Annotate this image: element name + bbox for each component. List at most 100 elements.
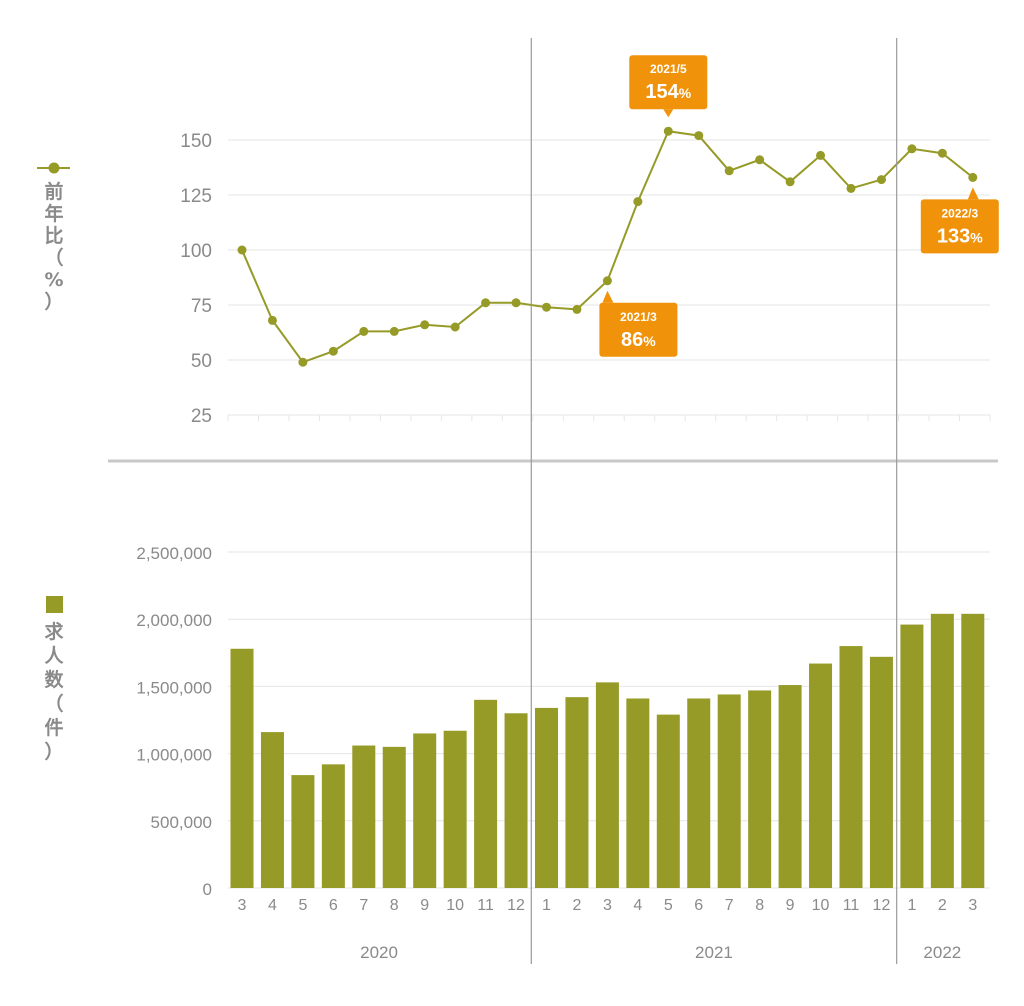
year-label-2020: 2020 bbox=[360, 943, 398, 962]
job-count-bar bbox=[869, 656, 893, 888]
month-tick-label: 3 bbox=[968, 897, 977, 914]
year-label-2021: 2021 bbox=[695, 943, 733, 962]
callout-value: 154% bbox=[645, 81, 691, 103]
bar-ytick-label: 2,500,000 bbox=[136, 544, 212, 563]
line-ytick-label: 125 bbox=[180, 186, 212, 207]
month-tick-label: 9 bbox=[420, 897, 429, 914]
line-ytick-label: 25 bbox=[191, 406, 212, 427]
ratio-point bbox=[328, 346, 338, 356]
ratio-point bbox=[694, 131, 704, 141]
bar-ytick-label: 500,000 bbox=[151, 813, 212, 832]
job-count-bar bbox=[321, 764, 345, 888]
line-ytick-label: 75 bbox=[191, 296, 212, 317]
ratio-point bbox=[846, 183, 856, 193]
ratio-point bbox=[511, 298, 521, 308]
job-count-bar bbox=[443, 730, 467, 888]
month-tick-label: 12 bbox=[507, 897, 525, 914]
callout-date: 2021/5 bbox=[650, 62, 687, 76]
month-tick-label: 4 bbox=[268, 897, 277, 914]
ratio-point bbox=[450, 322, 460, 332]
month-tick-label: 8 bbox=[755, 897, 764, 914]
month-tick-label: 1 bbox=[542, 897, 551, 914]
count-axis-title-char: （ bbox=[44, 692, 63, 715]
month-tick-label: 3 bbox=[603, 897, 612, 914]
callout-2021-3: 2021/3 86% bbox=[599, 290, 678, 357]
line-ytick-label: 50 bbox=[191, 351, 212, 372]
job-count-bar bbox=[230, 648, 254, 888]
ratio-point bbox=[359, 326, 369, 336]
month-tick-label: 6 bbox=[329, 897, 338, 914]
month-tick-label: 7 bbox=[359, 897, 368, 914]
job-count-bar bbox=[626, 698, 650, 888]
year-label-2022: 2022 bbox=[923, 943, 961, 962]
callout-2022-3: 2022/3 133% bbox=[920, 187, 999, 254]
callout-box bbox=[599, 302, 678, 357]
callout-pointer bbox=[967, 187, 979, 200]
job-count-bar bbox=[352, 745, 376, 888]
line-ytick-label: 150 bbox=[180, 131, 212, 152]
count-axis-title-char: 数 bbox=[44, 668, 64, 691]
job-count-bar bbox=[961, 613, 985, 888]
count-legend-marker bbox=[46, 596, 63, 613]
month-tick-label: 10 bbox=[446, 897, 464, 914]
job-count-bar bbox=[687, 698, 711, 888]
month-tick-label: 4 bbox=[633, 897, 642, 914]
job-count-bar bbox=[595, 682, 619, 888]
month-tick-label: 12 bbox=[873, 897, 891, 914]
month-tick-label: 10 bbox=[812, 897, 830, 914]
ratio-axis-title-char: ） bbox=[44, 290, 63, 313]
callout-pointer bbox=[602, 290, 614, 303]
month-tick-label: 11 bbox=[477, 897, 494, 914]
callout-date: 2021/3 bbox=[620, 310, 657, 324]
job-count-bar bbox=[535, 707, 558, 888]
bar-ytick-label: 1,000,000 bbox=[136, 746, 212, 765]
ratio-axis-title-char: 年 bbox=[44, 202, 63, 225]
month-tick-label: 2 bbox=[938, 897, 947, 914]
month-tick-label: 11 bbox=[843, 897, 860, 914]
callout-value: 133% bbox=[937, 225, 983, 247]
ratio-point bbox=[298, 357, 308, 367]
ratio-point bbox=[907, 144, 917, 154]
job-count-bar bbox=[382, 746, 406, 888]
ratio-axis-title-char: % bbox=[44, 269, 63, 291]
job-count-bar bbox=[930, 613, 954, 888]
month-tick-label: 1 bbox=[907, 897, 916, 914]
month-tick-label: 8 bbox=[390, 897, 399, 914]
ratio-point bbox=[237, 245, 247, 255]
job-count-bar bbox=[656, 714, 680, 888]
ratio-axis-title-char: （ bbox=[44, 246, 63, 269]
month-tick-label: 5 bbox=[664, 897, 673, 914]
job-count-bar bbox=[291, 775, 315, 888]
job-count-bar bbox=[839, 646, 863, 888]
callout-2021-5: 2021/5 154% bbox=[629, 55, 708, 118]
bar-ytick-label: 2,000,000 bbox=[136, 611, 212, 630]
ratio-point bbox=[389, 326, 399, 336]
ratio-point bbox=[572, 304, 582, 314]
callout-box bbox=[920, 199, 999, 254]
callout-date: 2022/3 bbox=[941, 206, 978, 220]
job-count-bar bbox=[717, 694, 741, 888]
count-axis-title-char: 求 bbox=[44, 620, 64, 643]
bar-ytick-label: 1,500,000 bbox=[136, 678, 212, 697]
ratio-point bbox=[633, 197, 643, 207]
ratio-point bbox=[663, 126, 673, 136]
ratio-point bbox=[542, 302, 551, 312]
month-tick-label: 3 bbox=[238, 897, 247, 914]
ratio-point bbox=[724, 166, 734, 176]
job-count-bar bbox=[504, 713, 528, 888]
month-tick-label: 9 bbox=[786, 897, 795, 914]
ratio-point bbox=[968, 172, 978, 182]
ratio-point bbox=[816, 150, 826, 160]
ratio-legend-marker bbox=[48, 162, 60, 174]
ratio-axis-title-char: 前 bbox=[44, 180, 63, 203]
job-count-bar bbox=[809, 663, 833, 888]
job-count-bar bbox=[413, 733, 437, 888]
callout-pointer bbox=[663, 109, 674, 118]
ratio-point bbox=[481, 298, 491, 308]
ratio-point bbox=[755, 155, 765, 165]
ratio-point bbox=[876, 175, 886, 185]
ratio-axis-title-char: 比 bbox=[44, 225, 63, 247]
job-count-bar bbox=[260, 732, 284, 888]
ratio-point bbox=[937, 148, 947, 158]
